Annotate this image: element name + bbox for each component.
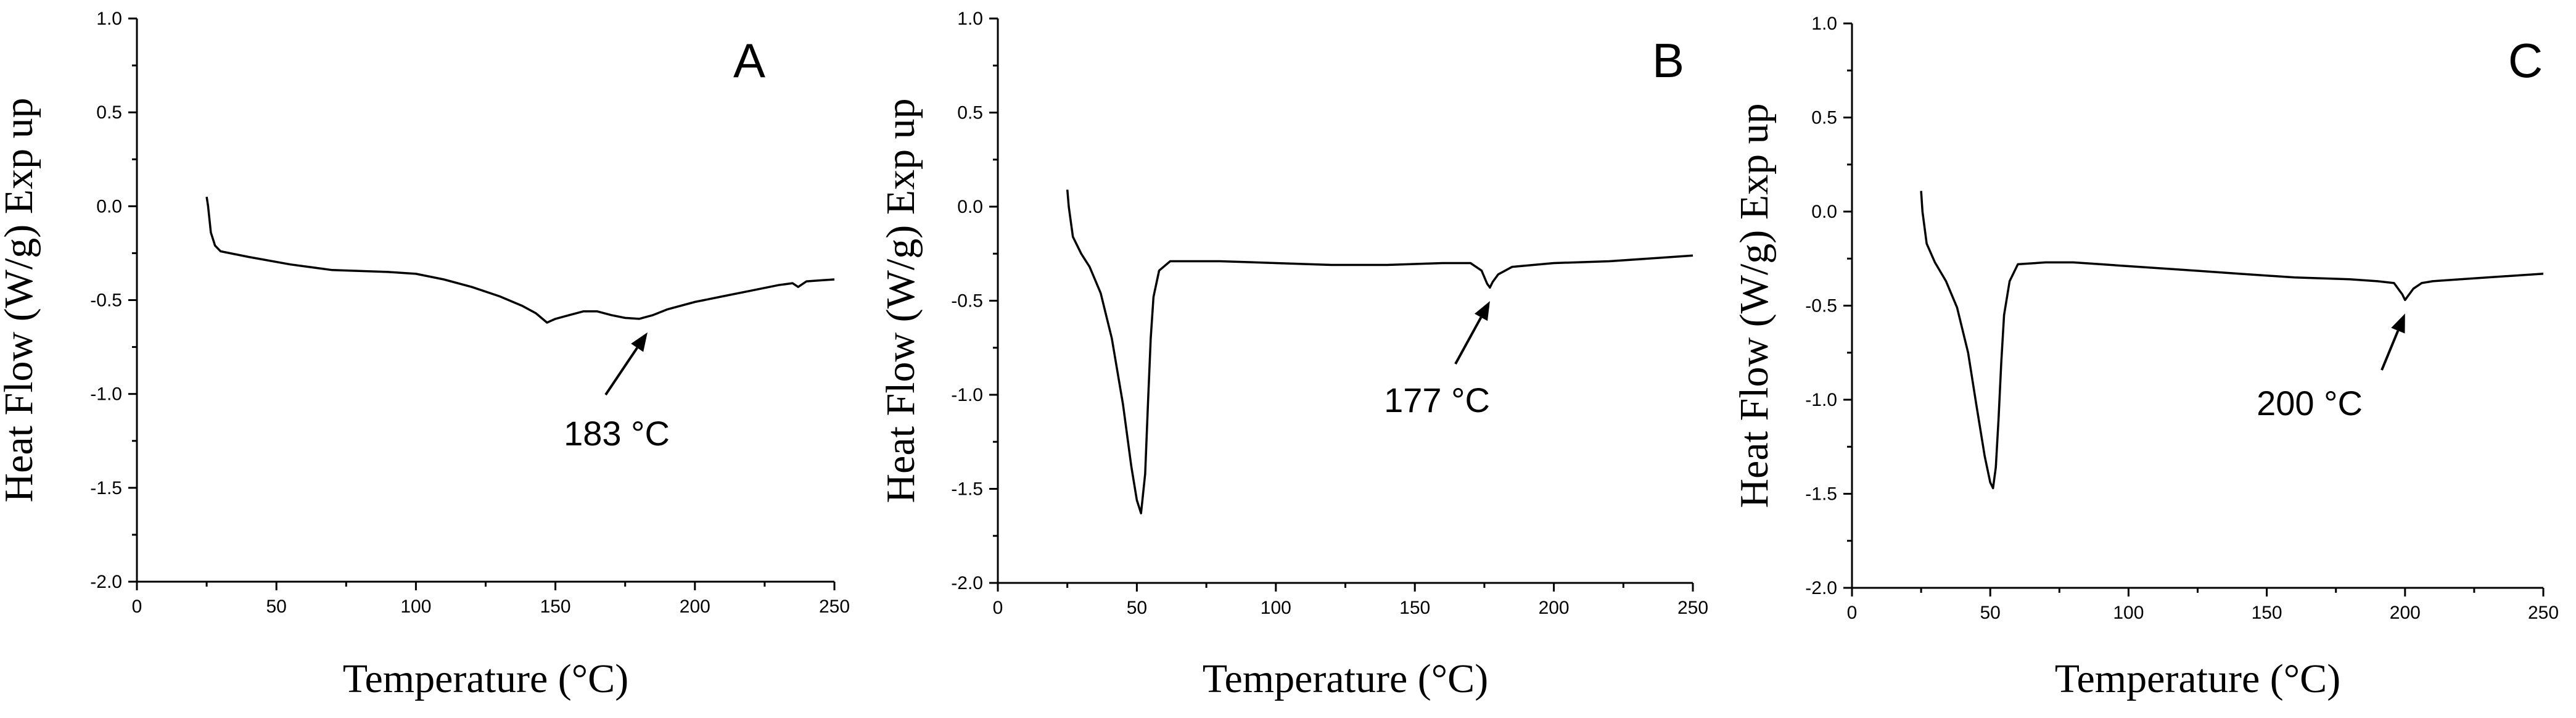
x-tick-label: 0	[1847, 603, 1858, 623]
x-axis-title: Temperature (°C)	[2055, 656, 2340, 701]
x-tick-label: 250	[819, 596, 850, 617]
chart-panel-b: 0 50 100 150 200 250 1.0 0.5 0.0 -0.5 -1.0 -1.5 -2.0…	[878, 9, 1708, 701]
annotation-arrow-head	[631, 332, 648, 352]
annotation-label: 177 °C	[1384, 381, 1490, 419]
y-tick-label: -1.0	[951, 385, 983, 405]
panel-letter: A	[733, 33, 765, 88]
annotation-arrow-head	[2391, 313, 2405, 334]
x-tick-label: 250	[2528, 603, 2559, 623]
annotation-label: 183 °C	[564, 414, 670, 453]
annotation-label: 200 °C	[2257, 384, 2363, 423]
y-tick-label: -1.5	[90, 478, 122, 498]
y-tick-label: 0.5	[1811, 108, 1837, 128]
x-tick-label: 0	[993, 598, 1003, 618]
y-axis-title: Heat Flow (W/g) Exp up	[0, 97, 41, 502]
y-tick-label: -2.0	[1805, 578, 1837, 598]
y-axis-title: Heat Flow (W/g) Exp up	[878, 98, 923, 503]
series-line	[205, 196, 835, 324]
y-tick-label: -2.0	[951, 573, 983, 593]
x-axis-title: Temperature (°C)	[1203, 656, 1488, 701]
chart-panel-a: 0 50 100 150 200 250 1.0 0.5 0.0 -0.5 -1.0 -1.5 -2.0…	[0, 9, 850, 701]
y-tick-label: -1.5	[1805, 484, 1837, 505]
y-tick-label: -1.0	[1805, 390, 1837, 410]
x-tick-label: 150	[2252, 603, 2282, 623]
x-tick-label: 50	[266, 596, 287, 617]
y-tick-label: -0.5	[1805, 296, 1837, 316]
x-tick-label: 200	[1539, 598, 1570, 618]
y-tick-label: -1.5	[951, 479, 983, 500]
x-tick-label: 50	[1127, 598, 1147, 618]
x-tick-label: 250	[1677, 598, 1708, 618]
y-axis-title: Heat Flow (W/g) Exp up	[1732, 103, 1777, 508]
x-tick-label: 100	[400, 596, 431, 617]
series-line	[1920, 191, 2544, 490]
x-tick-label: 150	[540, 596, 571, 617]
annotation-arrow	[1454, 316, 1483, 365]
series-line	[1066, 189, 1693, 514]
x-tick-label: 200	[680, 596, 710, 617]
chart-panel-c: 0 50 100 150 200 250 1.0 0.5 0.0 -0.5 -1.0 -1.5 -2.0…	[1732, 14, 2559, 701]
y-tick-label: -2.0	[90, 572, 122, 592]
y-tick-label: -0.5	[90, 291, 122, 311]
y-tick-label: -0.5	[951, 291, 983, 312]
x-tick-label: 0	[132, 596, 142, 617]
annotation-arrow	[2381, 330, 2400, 371]
annotation-arrow-head	[1474, 301, 1490, 321]
x-axis-title: Temperature (°C)	[343, 656, 628, 701]
y-tick-label: 0.5	[957, 103, 983, 123]
y-tick-label: -1.0	[90, 384, 122, 405]
x-tick-label: 50	[1980, 603, 2001, 623]
annotation-arrow	[604, 347, 638, 396]
y-tick-label: 0.0	[957, 197, 983, 217]
y-tick-label: 1.0	[96, 9, 122, 29]
x-tick-label: 100	[2113, 603, 2144, 623]
x-tick-label: 150	[1399, 598, 1430, 618]
y-tick-label: 0.0	[1811, 202, 1837, 222]
y-tick-label: 1.0	[1811, 14, 1837, 34]
y-tick-label: 1.0	[957, 9, 983, 29]
x-tick-label: 200	[2390, 603, 2421, 623]
panel-letter: C	[2508, 33, 2543, 88]
y-tick-label: 0.5	[96, 102, 122, 123]
panel-letter: B	[1652, 33, 1684, 88]
y-tick-label: 0.0	[96, 196, 122, 217]
x-tick-label: 100	[1261, 598, 1291, 618]
